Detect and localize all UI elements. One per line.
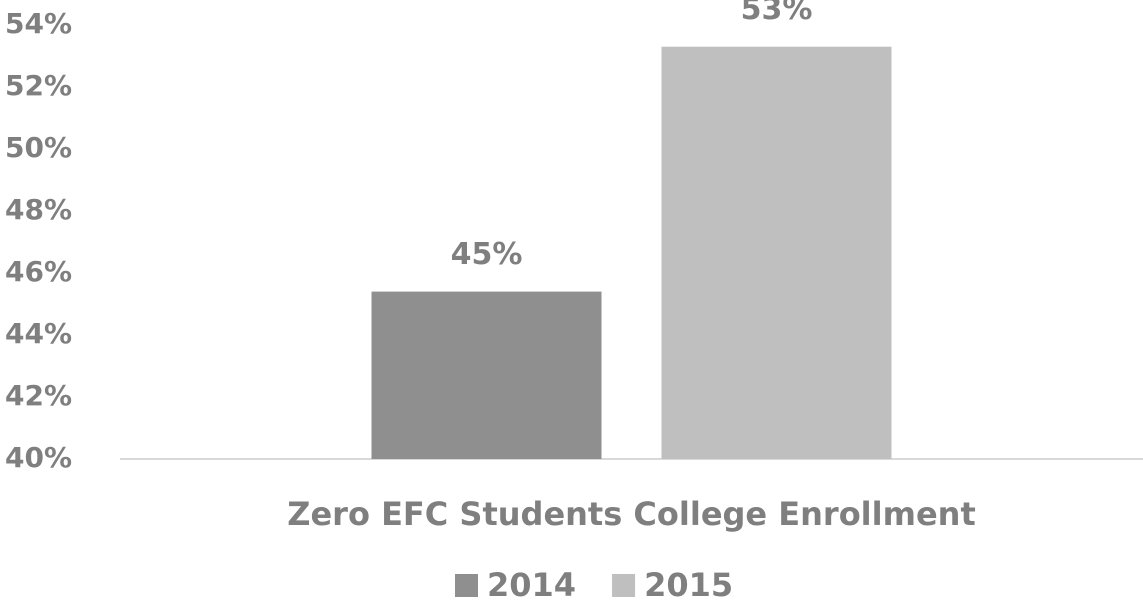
y-tick-label: 44% <box>5 317 72 350</box>
data-label: 53% <box>741 0 813 27</box>
data-label: 45% <box>451 237 523 272</box>
legend-swatch <box>455 574 478 597</box>
legend-swatch <box>612 574 636 597</box>
bar <box>371 291 602 459</box>
y-tick-label: 50% <box>5 131 72 164</box>
legend-label: 2015 <box>644 566 733 604</box>
y-tick-label: 42% <box>5 379 72 412</box>
y-tick-label: 48% <box>5 193 72 226</box>
y-tick-label: 52% <box>5 69 72 102</box>
x-tick-label: Zero EFC Students College Enrollment <box>287 495 975 533</box>
y-tick-label: 54% <box>5 7 72 40</box>
legend-label: 2014 <box>487 566 576 604</box>
y-tick-label: 46% <box>5 255 72 288</box>
bar <box>661 46 892 459</box>
y-tick-label: 40% <box>5 441 72 474</box>
